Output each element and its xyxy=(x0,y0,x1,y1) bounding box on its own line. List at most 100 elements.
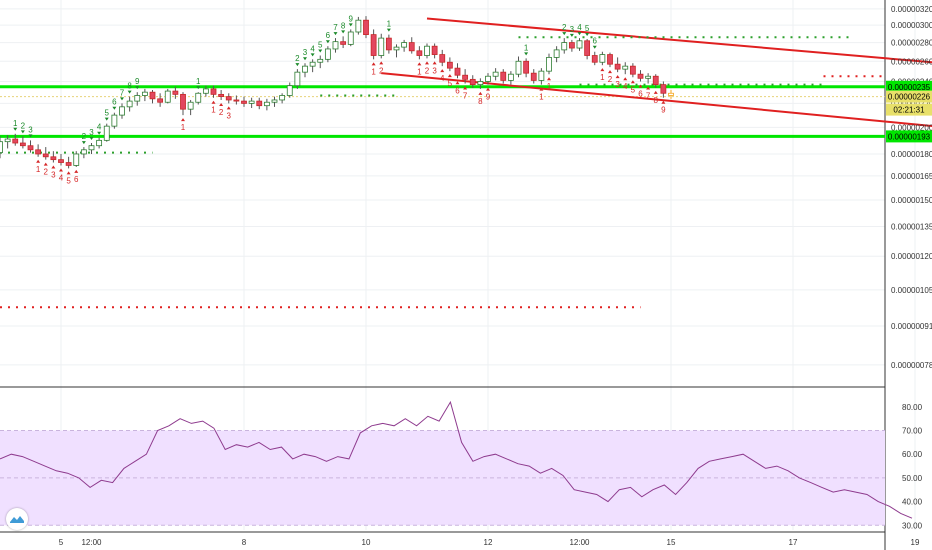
candle xyxy=(210,88,217,95)
candle xyxy=(4,138,11,143)
buy-setup-arrow-icon xyxy=(539,87,544,91)
buy-setup-arrow-icon xyxy=(478,91,483,95)
setup-count-label: 1 xyxy=(181,123,186,132)
setup-count-label: 7 xyxy=(463,92,468,101)
candle xyxy=(500,71,507,81)
candle xyxy=(629,65,636,75)
price-tick-label: 0.00000320 xyxy=(891,5,932,14)
buy-setup-arrow-icon xyxy=(432,61,437,65)
buy-setup-arrow-icon xyxy=(181,118,185,122)
candle xyxy=(515,60,522,75)
sell-setup-arrow-icon xyxy=(104,117,109,121)
candle xyxy=(584,40,591,56)
buy-setup-arrow-icon xyxy=(455,81,460,85)
sell-setup-arrow-icon xyxy=(120,97,124,101)
candle xyxy=(172,90,179,95)
setup-count-label: 1 xyxy=(211,106,216,115)
buy-setup-arrow-icon xyxy=(219,102,224,106)
time-tick-label: 12:00 xyxy=(81,538,102,547)
sell-setup-arrow-icon xyxy=(81,141,86,145)
candle xyxy=(241,100,247,104)
sell-setup-arrow-icon xyxy=(325,40,330,44)
setup-count-label: 5 xyxy=(585,24,590,33)
tradingview-logo-icon[interactable] xyxy=(6,508,28,530)
candle xyxy=(523,60,530,74)
setup-count-label: 3 xyxy=(51,171,56,180)
buy-setup-arrow-icon xyxy=(43,162,48,166)
setup-count-label: 1 xyxy=(371,67,376,76)
buy-setup-arrow-icon xyxy=(600,68,605,72)
candle xyxy=(363,19,369,35)
candle xyxy=(378,37,385,56)
buy-setup-arrow-icon xyxy=(615,75,620,79)
setup-count-label: 8 xyxy=(127,82,132,91)
price-tick-label: 0.00000150 xyxy=(891,196,932,205)
candle xyxy=(485,75,491,82)
setup-count-label: 4 xyxy=(59,173,64,182)
candle xyxy=(408,42,415,52)
price-tick-label: 0.00000200 xyxy=(891,123,932,132)
price-tag-label: 0.00000226 xyxy=(888,93,931,102)
setup-count-label: 3 xyxy=(303,48,308,57)
setup-count-label: 3 xyxy=(432,66,437,75)
candle xyxy=(271,99,278,103)
dotted-levels xyxy=(0,36,885,309)
candle xyxy=(660,84,667,94)
price-tick-label: 0.00000180 xyxy=(891,150,932,159)
candle xyxy=(462,74,469,80)
buy-setup-arrow-icon xyxy=(36,159,41,163)
buy-setup-arrow-icon xyxy=(447,74,452,78)
candle xyxy=(19,142,26,147)
setup-count-label: 8 xyxy=(478,97,483,106)
candle xyxy=(35,149,42,155)
setup-count-label: 4 xyxy=(623,82,628,91)
setup-count-label: 1 xyxy=(547,82,552,91)
price-tag-label: 02:21:31 xyxy=(893,106,925,115)
sell-setup-arrow-icon xyxy=(20,130,25,134)
setup-count-label: 2 xyxy=(21,121,26,130)
candle xyxy=(645,75,652,79)
candle xyxy=(576,40,583,49)
candle xyxy=(225,96,232,101)
setup-count-label: 6 xyxy=(74,175,79,184)
candle xyxy=(111,114,118,127)
candle xyxy=(126,100,133,108)
setup-count-label: 3 xyxy=(28,125,33,134)
buy-setup-arrow-icon xyxy=(638,84,643,88)
setup-count-label: 5 xyxy=(448,79,453,88)
setup-count-label: 2 xyxy=(425,66,430,75)
rsi-tick-label: 60.00 xyxy=(902,450,923,459)
time-tick-label: 8 xyxy=(242,538,247,547)
sell-setup-arrow-icon xyxy=(562,32,567,36)
buy-setup-arrow-icon xyxy=(371,62,376,66)
rsi-tick-label: 40.00 xyxy=(902,498,923,507)
setup-count-label: 8 xyxy=(341,21,346,30)
candle xyxy=(157,98,164,103)
sell-setup-arrow-icon xyxy=(97,131,102,135)
trend-channel xyxy=(381,17,932,128)
sell-setup-arrow-icon xyxy=(585,32,590,36)
time-tick-label: 10 xyxy=(362,538,371,547)
candle xyxy=(607,54,613,65)
sell-setup-arrow-icon xyxy=(196,86,201,90)
candle xyxy=(561,42,568,51)
price-tick-label: 0.00000260 xyxy=(891,57,932,66)
buy-setup-arrow-icon xyxy=(379,61,384,65)
channel-upper xyxy=(426,17,932,64)
setup-count-label: 2 xyxy=(608,75,613,84)
candle xyxy=(401,42,408,48)
candle xyxy=(119,106,125,116)
setup-count-label: 1 xyxy=(600,73,605,82)
sell-setup-arrow-icon xyxy=(348,23,353,27)
sell-setup-arrow-icon xyxy=(89,137,94,141)
sell-setup-arrow-icon xyxy=(112,106,117,110)
setup-count-label: 2 xyxy=(44,168,49,177)
setup-count-label: 1 xyxy=(387,20,392,29)
candle xyxy=(347,31,354,45)
buy-setup-arrow-icon xyxy=(59,168,63,172)
buy-setup-arrow-icon xyxy=(417,62,422,66)
candle xyxy=(454,67,461,76)
sell-setup-arrow-icon xyxy=(310,53,315,57)
